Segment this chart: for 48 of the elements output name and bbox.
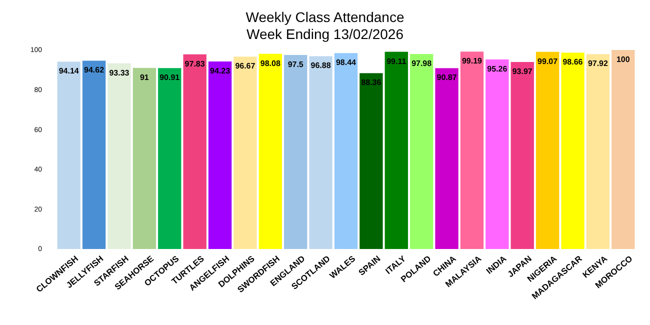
bar: [510, 62, 534, 249]
bar: [612, 50, 635, 249]
data-label: 96.88: [310, 61, 332, 70]
data-label: 98.44: [336, 58, 357, 68]
bar: [183, 54, 206, 249]
data-label: 96.67: [235, 62, 256, 71]
bar: [208, 61, 232, 249]
bar: [486, 59, 509, 249]
chart-subtitle: Week Ending 13/02/2026: [246, 26, 404, 42]
bar: [234, 56, 257, 249]
bar: [132, 68, 156, 249]
data-label: 100: [616, 55, 630, 64]
data-label: 90.87: [436, 73, 458, 82]
data-label: 99.19: [462, 56, 483, 66]
bar: [460, 52, 484, 249]
data-label: 98.08: [260, 58, 281, 68]
data-label: 99.11: [386, 56, 407, 66]
data-label: 91: [140, 72, 150, 82]
bar: [158, 68, 182, 249]
data-label: 94.62: [84, 66, 105, 75]
bar: [384, 52, 408, 249]
data-label: 93.33: [109, 68, 130, 78]
bar: [561, 52, 584, 249]
data-label: 94.23: [210, 66, 231, 76]
data-label: 97.98: [412, 59, 432, 68]
bar: [410, 54, 434, 249]
data-label: 98.66: [562, 58, 584, 67]
data-label: 97.92: [588, 59, 609, 68]
bar: [435, 68, 458, 249]
bar: [360, 73, 383, 249]
chart-title: Weekly Class Attendance: [246, 9, 404, 25]
data-label: 95.26: [487, 64, 508, 74]
bar: [536, 52, 560, 249]
bar: [586, 54, 610, 249]
data-label: 93.97: [512, 67, 533, 76]
data-label: 97.83: [184, 59, 206, 68]
bar: [309, 56, 332, 249]
bar: [108, 63, 131, 249]
bar: [334, 53, 358, 249]
data-label: 88.36: [361, 78, 382, 88]
bar: [57, 62, 80, 249]
data-label: 90.91: [160, 73, 180, 82]
data-label: 99.07: [538, 56, 558, 66]
bar: [284, 54, 308, 249]
data-label: 97.5: [288, 60, 304, 69]
bar: [258, 54, 282, 249]
data-label: 94.14: [58, 66, 80, 76]
bar: [82, 60, 106, 249]
